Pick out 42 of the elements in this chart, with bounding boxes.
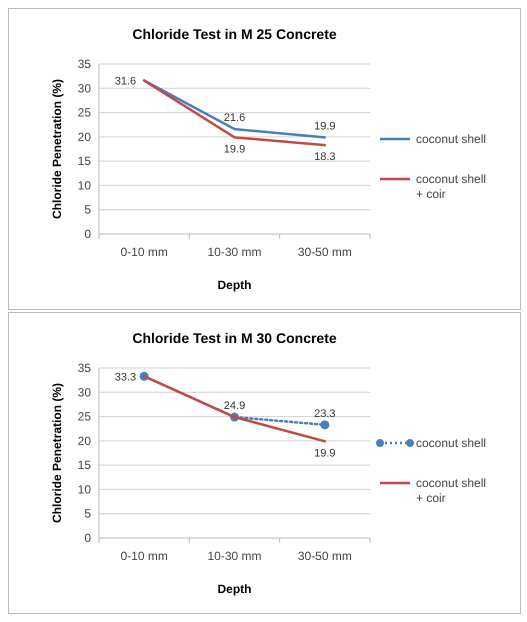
legend-label: coconut shell	[416, 132, 486, 146]
y-tick-label: 35	[78, 57, 92, 71]
y-tick-label: 5	[84, 506, 92, 521]
x-axis-title: Depth	[218, 278, 252, 292]
y-tick-label: 20	[78, 434, 92, 448]
x-tick-label: 30-50 mm	[298, 245, 352, 259]
data-label: 21.6	[224, 112, 246, 124]
y-tick-label: 35	[78, 361, 92, 375]
y-tick-label: 0	[84, 227, 92, 241]
y-tick-label: 20	[78, 130, 92, 144]
data-label: 19.9	[224, 143, 246, 156]
data-label: 19.9	[314, 120, 336, 132]
data-label: 18.3	[314, 151, 336, 164]
y-axis-title: Chloride Penetration (%)	[50, 382, 64, 524]
data-label: 24.9	[224, 400, 246, 412]
y-tick-label: 15	[78, 458, 92, 472]
x-tick-label: 0-10 mm	[120, 549, 168, 563]
y-tick-label: 15	[78, 154, 92, 168]
y-tick-label: 10	[78, 482, 92, 496]
x-tick-label: 10-30 mm	[207, 245, 262, 259]
y-tick-label: 10	[78, 178, 92, 192]
legend-label: coconut shell	[416, 436, 486, 450]
data-label: 33.3	[114, 371, 136, 384]
y-tick-label: 25	[78, 410, 92, 424]
y-axis-title: Chloride Penetration (%)	[50, 78, 64, 220]
chart-title: Chloride Test in M 25 Concrete	[132, 26, 337, 42]
y-tick-label: 0	[84, 531, 92, 545]
legend-label: coconut shell + coir	[416, 172, 486, 201]
y-tick-label: 25	[78, 106, 92, 120]
x-tick-label: 30-50 mm	[298, 549, 352, 563]
x-tick-label: 0-10 mm	[120, 245, 168, 259]
x-axis-title: Depth	[218, 582, 252, 596]
data-label: 19.9	[314, 447, 336, 460]
x-tick-label: 10-30 mm	[207, 549, 262, 563]
point	[320, 420, 330, 430]
y-tick-label: 5	[84, 202, 92, 217]
chart-title: Chloride Test in M 30 Concrete	[132, 330, 337, 346]
data-label: 23.3	[314, 408, 336, 420]
y-tick-label: 30	[78, 81, 92, 96]
legend-label: coconut shell + coir	[416, 476, 486, 505]
data-label: 31.6	[114, 76, 136, 88]
y-tick-label: 30	[78, 385, 92, 400]
